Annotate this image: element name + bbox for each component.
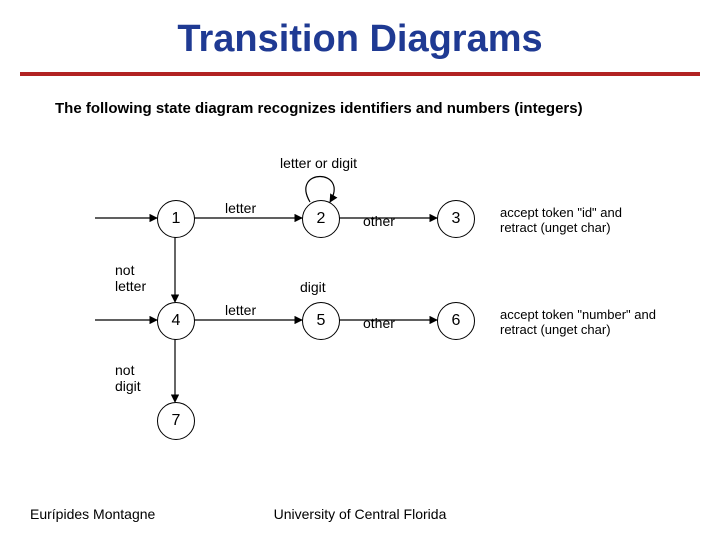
state-7: 7 <box>157 402 195 440</box>
label-accept-6: accept token "number" and retract (unget… <box>500 307 656 337</box>
label-1-2: letter <box>225 200 256 216</box>
state-6: 6 <box>437 302 475 340</box>
state-3: 3 <box>437 200 475 238</box>
label-digit: digit <box>300 279 326 295</box>
state-2: 2 <box>302 200 340 238</box>
label-selfloop: letter or digit <box>280 155 357 171</box>
subtitle: The following state diagram recognizes i… <box>55 100 583 117</box>
label-5-6: other <box>363 315 395 331</box>
state-4: 4 <box>157 302 195 340</box>
title-underline <box>20 72 700 76</box>
label-2-3: other <box>363 213 395 229</box>
label-accept-3: accept token "id" and retract (unget cha… <box>500 205 622 235</box>
page-title: Transition Diagrams <box>0 18 720 61</box>
footer-affiliation: University of Central Florida <box>0 506 720 522</box>
transition-diagram <box>0 0 720 540</box>
state-5: 5 <box>302 302 340 340</box>
state-1: 1 <box>157 200 195 238</box>
label-1-4: not letter <box>115 262 146 294</box>
label-4-7: not digit <box>115 362 141 394</box>
label-4-5: letter <box>225 302 256 318</box>
